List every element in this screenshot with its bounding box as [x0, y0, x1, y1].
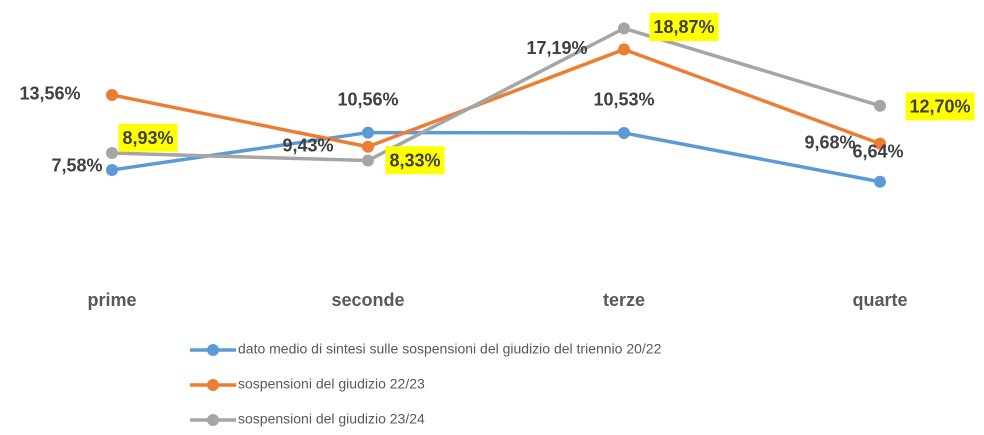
legend-marker: [207, 414, 219, 426]
data-label-group: 10,56%: [337, 89, 398, 109]
label-highlight: [385, 146, 445, 175]
legend-marker: [207, 379, 219, 391]
point: [362, 126, 374, 139]
series-line: [111, 130, 881, 184]
data-label: 18,87%: [653, 17, 714, 37]
data-label-group: 6,64%: [852, 141, 903, 161]
data-label-group: 9,43%: [282, 135, 333, 155]
point: [618, 43, 630, 56]
point: [106, 147, 118, 160]
data-label-group: 12,70%: [905, 92, 975, 121]
data-label-group: 13,56%: [19, 84, 80, 104]
x-tick-label: terze: [603, 290, 645, 310]
legend-marker: [207, 344, 219, 356]
point: [874, 175, 886, 188]
label-highlight: [118, 123, 178, 152]
point: [874, 137, 886, 150]
data-label-group: 7,58%: [51, 156, 102, 176]
point: [362, 154, 374, 167]
data-label-group: 8,93%: [118, 123, 178, 152]
point: [106, 163, 118, 176]
point: [618, 22, 630, 35]
data-label: 13,56%: [19, 84, 80, 104]
data-label: 8,33%: [389, 150, 440, 170]
data-label-group: 9,68%: [804, 132, 855, 152]
data-label-group: 17,19%: [526, 38, 587, 58]
data-label-group: 8,33%: [385, 146, 445, 175]
x-tick-label: quarte: [852, 290, 907, 310]
point: [874, 99, 886, 112]
legend-label: dato medio di sintesi sulle sospensioni …: [238, 341, 662, 357]
series-line: [111, 47, 881, 149]
data-label: 10,53%: [593, 90, 654, 110]
data-label: 8,93%: [122, 128, 173, 148]
label-highlight: [649, 13, 719, 42]
data-label: 9,68%: [804, 132, 855, 152]
data-label: 12,70%: [909, 96, 970, 116]
legend-label: sospensioni del giudizio 23/24: [238, 411, 425, 427]
data-label-group: 18,87%: [649, 13, 719, 42]
data-label-group: 10,53%: [593, 90, 654, 110]
label-highlight: [905, 92, 975, 121]
point: [362, 140, 374, 153]
series-line: [111, 26, 881, 163]
data-label: 7,58%: [51, 156, 102, 176]
x-tick-label: prime: [87, 290, 136, 310]
data-label: 6,64%: [852, 141, 903, 161]
data-label: 10,56%: [337, 89, 398, 109]
data-label: 17,19%: [526, 38, 587, 58]
point: [106, 88, 118, 101]
legend-label: sospensioni del giudizio 22/23: [238, 376, 425, 392]
x-tick-label: seconde: [331, 290, 404, 310]
point: [618, 126, 630, 139]
data-label: 9,43%: [282, 135, 333, 155]
